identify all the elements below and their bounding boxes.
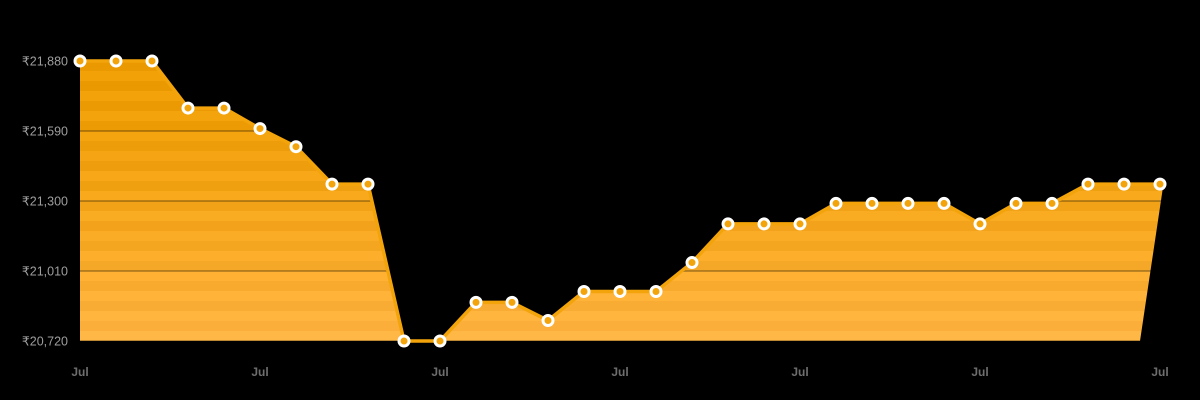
data-point-marker[interactable] (1081, 177, 1095, 191)
data-point-marker[interactable] (397, 334, 411, 348)
area-fill (80, 61, 1163, 341)
y-axis-label: ₹20,720 (22, 335, 68, 349)
area-fill-layer (80, 61, 1163, 341)
data-point-marker[interactable] (541, 313, 555, 327)
data-point-marker[interactable] (937, 196, 951, 210)
data-point-marker[interactable] (1009, 196, 1023, 210)
marker-layer (73, 54, 1167, 348)
data-point-marker[interactable] (1117, 177, 1131, 191)
x-axis-labels: Jul Jul Jul Jul Jul Jul Jul (71, 365, 1168, 379)
data-point-marker[interactable] (325, 177, 339, 191)
x-axis-label: Jul (611, 365, 628, 379)
data-point-marker[interactable] (721, 217, 735, 231)
data-point-marker[interactable] (1045, 196, 1059, 210)
x-axis-label: Jul (971, 365, 988, 379)
data-point-marker[interactable] (181, 101, 195, 115)
y-axis-labels: ₹21,880 ₹21,590 ₹21,300 ₹21,010 ₹20,720 (22, 55, 68, 349)
data-point-marker[interactable] (865, 196, 879, 210)
data-point-marker[interactable] (289, 140, 303, 154)
data-point-marker[interactable] (613, 285, 627, 299)
data-point-marker[interactable] (469, 295, 483, 309)
data-point-marker[interactable] (433, 334, 447, 348)
x-axis-label: Jul (251, 365, 268, 379)
data-point-marker[interactable] (829, 196, 843, 210)
x-axis-label: Jul (1151, 365, 1168, 379)
data-point-marker[interactable] (73, 54, 87, 68)
data-point-marker[interactable] (685, 256, 699, 270)
data-point-marker[interactable] (901, 196, 915, 210)
gridline-layer (80, 60, 1163, 342)
x-axis-label: Jul (431, 365, 448, 379)
data-point-marker[interactable] (793, 217, 807, 231)
y-axis-label: ₹21,010 (22, 265, 68, 279)
x-axis-label: Jul (791, 365, 808, 379)
x-axis-label: Jul (71, 365, 88, 379)
data-point-marker[interactable] (1153, 177, 1167, 191)
y-axis-label: ₹21,300 (22, 195, 68, 209)
data-point-marker[interactable] (649, 285, 663, 299)
data-point-marker[interactable] (217, 101, 231, 115)
data-point-marker[interactable] (361, 177, 375, 191)
y-axis-label: ₹21,590 (22, 125, 68, 139)
data-point-marker[interactable] (757, 217, 771, 231)
data-point-marker[interactable] (505, 295, 519, 309)
data-point-marker[interactable] (253, 122, 267, 136)
data-point-marker[interactable] (577, 285, 591, 299)
data-point-marker[interactable] (145, 54, 159, 68)
y-axis-label: ₹21,880 (22, 55, 68, 69)
data-point-marker[interactable] (973, 217, 987, 231)
data-point-marker[interactable] (109, 54, 123, 68)
